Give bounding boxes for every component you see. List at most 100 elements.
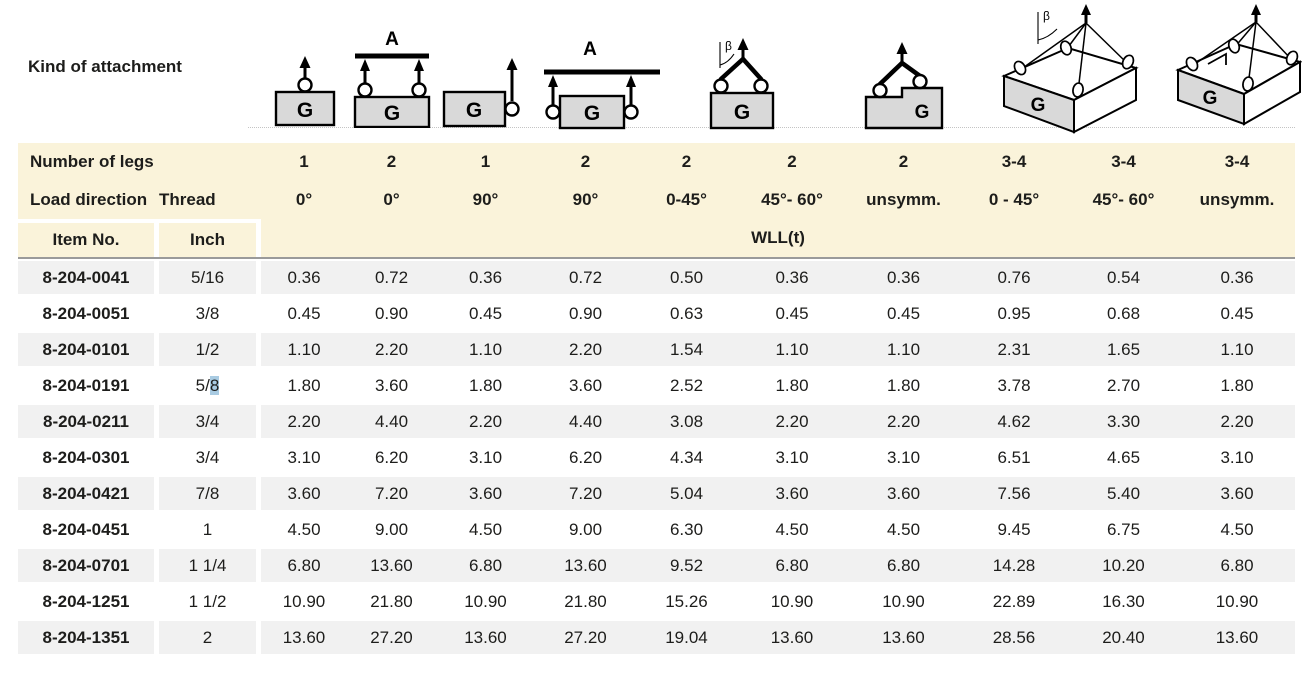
wll-value: 3.60 <box>287 484 321 503</box>
load-letter: G <box>915 102 930 123</box>
wll-value: 0.45 <box>287 304 321 323</box>
load-letter: G <box>297 99 313 122</box>
load-direction-value: 0 - 45° <box>988 190 1040 209</box>
wll-values: 0.45 0.90 0.45 0.90 0.63 0.45 0.45 0.95 0.68 0.45 <box>256 297 1295 330</box>
item-no: 8-204-0191 <box>42 376 130 395</box>
wll-value: 27.20 <box>564 628 607 647</box>
table-row: 8-204-0041 5/16 0.36 0.72 0.36 0.72 0.50 0.36 0.… <box>18 261 1295 294</box>
thread-size: 1 <box>154 513 256 546</box>
wll-value: 1.10 <box>1220 340 1254 359</box>
attachment-header: Kind of attachment G A G G <box>0 0 1303 143</box>
wll-value: 19.04 <box>665 628 708 647</box>
diagram-1-leg-90deg: G <box>442 58 520 128</box>
load-letter: G <box>384 102 400 125</box>
load-letter: G <box>1031 95 1046 116</box>
thread-size: 3/8 <box>154 297 256 330</box>
wll-value: 3.60 <box>886 484 921 503</box>
wll-value: 10.90 <box>1215 592 1259 611</box>
wll-value: 3.60 <box>468 484 503 503</box>
direction-values: 0° 0° 90° 90° 0-45° 45°- 60° unsymm. 0 - 45° 45°… <box>256 181 1295 219</box>
legs-count: 2 <box>681 152 692 171</box>
item-no-label: Item No. <box>18 219 154 257</box>
load-letter: G <box>466 99 482 122</box>
number-of-legs-row: Number of legs 1 2 1 2 2 2 2 3-4 3-4 3-4 <box>18 143 1295 181</box>
wll-value: 21.80 <box>564 592 607 611</box>
wll-value: 7.56 <box>997 484 1031 503</box>
wll-values: 0.36 0.72 0.36 0.72 0.50 0.36 0.36 0.76 0.54 0.36 <box>256 261 1295 294</box>
wll-value: 0.63 <box>669 304 704 323</box>
wll-value: 27.20 <box>370 628 413 647</box>
wll-value: 3.30 <box>1106 412 1141 431</box>
wll-value: 3.60 <box>1220 484 1254 503</box>
wll-value: 5.40 <box>1106 484 1141 503</box>
wll-value: 10.90 <box>464 592 507 611</box>
thread-size: 2 <box>154 621 256 654</box>
wll-value: 1.10 <box>775 340 809 359</box>
item-no: 8-204-0211 <box>18 405 154 438</box>
wll-value: 0.45 <box>886 304 921 323</box>
wll-value: 6.30 <box>669 520 704 539</box>
thread-size: 3/4 <box>154 441 256 474</box>
wll-value: 6.80 <box>775 556 809 575</box>
wll-value: 13.60 <box>770 628 814 647</box>
wll-value: 1.80 <box>468 376 503 395</box>
wll-value: 3.60 <box>374 376 409 395</box>
wll-value: 3.60 <box>568 376 603 395</box>
load-direction-value: 0° <box>295 190 313 209</box>
wll-value: 4.50 <box>775 520 809 539</box>
wll-value: 10.90 <box>770 592 814 611</box>
wll-value: 2.52 <box>669 376 704 395</box>
wll-value: 10.20 <box>1102 556 1145 575</box>
wll-value: 3.08 <box>669 412 704 431</box>
wll-value: 1.80 <box>775 376 809 395</box>
item-no-header-row: Item No. Inch WLL(t) <box>18 219 1295 257</box>
wll-value: 9.00 <box>374 520 409 539</box>
wll-value: 7.20 <box>568 484 603 503</box>
load-direction-value: 90° <box>572 190 599 209</box>
legs-count: 2 <box>898 152 909 171</box>
wll-value: 4.50 <box>287 520 321 539</box>
table-row: 8-204-0211 3/4 2.20 4.40 2.20 4.40 3.08 2.20 2.2… <box>18 405 1295 438</box>
kind-of-attachment-label: Kind of attachment <box>28 57 182 76</box>
table-row: 8-204-0051 3/8 0.45 0.90 0.45 0.90 0.63 0.45 0.4… <box>18 297 1295 330</box>
wll-value: 6.80 <box>886 556 921 575</box>
wll-value: 2.20 <box>287 412 321 431</box>
load-direction-value: unsymm. <box>1199 190 1275 209</box>
wll-value: 0.45 <box>468 304 503 323</box>
diagram-1-leg-vertical: G <box>274 56 336 127</box>
text-selection-highlight: 8 <box>209 376 220 395</box>
load-direction-value: 45°- 60° <box>761 190 823 209</box>
item-no: 8-204-0421 <box>18 477 154 510</box>
load-direction-value: unsymm. <box>866 190 941 209</box>
wll-value: 3.10 <box>468 448 503 467</box>
wll-value: 21.80 <box>370 592 413 611</box>
table-row: 8-204-0421 7/8 3.60 7.20 3.60 7.20 5.04 3.60 3.6… <box>18 477 1295 510</box>
wll-value: 2.20 <box>775 412 809 431</box>
wll-value: 0.54 <box>1106 268 1141 287</box>
legs-count: 1 <box>299 152 309 171</box>
wll-value: 6.20 <box>374 448 409 467</box>
load-letter: G <box>584 102 600 125</box>
spreader-letter: A <box>385 29 399 50</box>
diagram-2-leg-90deg-spreader: A G <box>544 40 660 130</box>
table-header-band: Number of legs 1 2 1 2 2 2 2 3-4 3-4 3-4 Load dir… <box>18 143 1295 257</box>
wll-value: 13.60 <box>370 556 413 575</box>
wll-value: 6.80 <box>287 556 321 575</box>
wll-value: 4.50 <box>886 520 921 539</box>
wll-value: 4.40 <box>374 412 409 431</box>
legs-values: 1 2 1 2 2 2 2 3-4 3-4 3-4 <box>256 143 1295 181</box>
beta-angle-label: β <box>1043 9 1050 23</box>
wll-value: 0.36 <box>775 268 809 287</box>
wll-value: 6.51 <box>997 448 1031 467</box>
wll-value: 0.68 <box>1106 304 1141 323</box>
wll-value: 5.04 <box>669 484 704 503</box>
wll-values: 3.10 6.20 3.10 6.20 4.34 3.10 3.10 6.51 4.65 3.10 <box>256 441 1295 474</box>
wll-value: 9.00 <box>568 520 603 539</box>
wll-value: 1.10 <box>886 340 921 359</box>
thread-size: 5/16 <box>154 261 256 294</box>
table-row: 8-204-0301 3/4 3.10 6.20 3.10 6.20 4.34 3.10 3.1… <box>18 441 1295 474</box>
wll-values: 1.10 2.20 1.10 2.20 1.54 1.10 1.10 2.31 1.65 1.10 <box>256 333 1295 366</box>
legs-count: 3-4 <box>1224 152 1250 171</box>
legs-count: 2 <box>580 152 591 171</box>
table-row: 8-204-0701 1 1/4 6.80 13.60 6.80 13.60 9.52 6.8… <box>18 549 1295 582</box>
